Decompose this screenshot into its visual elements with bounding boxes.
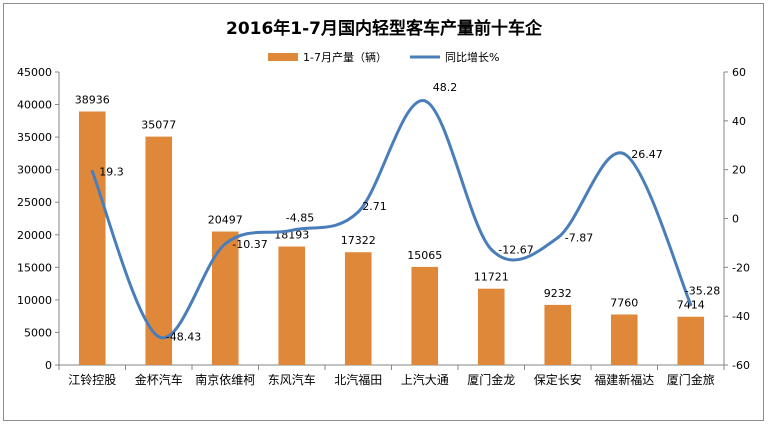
legend: 1-7月产量（辆） 同比增长% [268,50,499,64]
x-category-label: 北汽福田 [334,372,382,387]
bar [344,252,372,365]
bar [78,111,106,366]
left-tick-label: 40000 [17,99,52,112]
right-tick-label: 20 [732,164,746,177]
growth-point [90,169,94,173]
chart-title: 2016年1-7月国内轻型客车产量前十车企 [226,18,543,39]
growth-value-label: -48.43 [166,331,201,344]
bar-value-label: 38936 [75,93,110,106]
growth-value-label: -35.28 [685,285,720,298]
bar-value-label: 17322 [341,234,376,247]
bar [211,231,239,365]
right-y-axis: -60 -40 -20 0 20 40 60 [723,66,750,372]
growth-value-label: -7.87 [565,232,593,245]
legend-bar-label: 1-7月产量（辆） [303,50,387,64]
x-category-label: 上汽大通 [401,372,449,387]
x-axis: 江铃控股 金杯汽车 南京依维柯 东风汽车 北汽福田 上汽大通 厦门金龙 保定长安 福建新福达 厦门… [58,364,725,387]
bar [411,266,439,365]
left-tick-label: 0 [45,359,52,372]
x-category-label: 厦门金龙 [467,372,515,387]
growth-value-label: 19.3 [99,165,124,178]
growth-point [622,152,626,156]
growth-point [423,99,427,103]
growth-value-label: 26.47 [631,148,663,161]
x-category-label: 保定长安 [534,372,582,387]
growth-value-label: -12.67 [498,243,533,256]
bar-value-label: 9232 [544,287,572,300]
x-category-label: 东风汽车 [268,372,316,387]
growth-point [556,236,560,240]
left-tick-label: 20000 [17,229,52,242]
growth-point [157,335,161,339]
growth-point [356,210,360,214]
right-tick-label: 60 [732,66,746,79]
line-data-labels: 19.3 -48.43 -10.37 -4.85 2.71 48.2 -12.67 -7.87… [99,81,720,344]
bar [677,316,705,365]
left-tick-label: 25000 [17,196,52,209]
growth-line-series [90,99,693,340]
legend-bar-swatch [268,53,298,61]
left-tick-label: 5000 [24,326,52,339]
bar [610,314,638,365]
bar-value-label: 20497 [208,214,243,227]
bar-value-label: 15065 [407,249,442,262]
bar-value-label: 11721 [474,271,509,284]
legend-line-label: 同比增长% [445,50,499,64]
bar [477,288,505,365]
bar [544,304,572,365]
bar-series [78,111,705,366]
growth-line [90,99,693,340]
growth-point [489,247,493,251]
growth-value-label: 2.71 [362,200,387,213]
growth-value-label: -4.85 [286,211,314,224]
right-tick-label: -20 [732,261,750,274]
right-tick-label: -60 [732,359,750,372]
right-tick-label: 40 [732,115,746,128]
left-tick-label: 15000 [17,261,52,274]
x-category-label: 金杯汽车 [135,372,183,387]
growth-point [223,242,227,246]
left-tick-label: 35000 [17,131,52,144]
bar [278,246,306,365]
left-tick-label: 10000 [17,294,52,307]
x-category-label: 福建新福达 [594,372,654,387]
growth-value-label: -10.37 [232,238,267,251]
right-tick-label: 0 [732,213,739,226]
left-tick-label: 30000 [17,164,52,177]
growth-point [290,228,294,232]
growth-point [689,303,693,307]
left-tick-label: 45000 [17,66,52,79]
left-y-axis: 0 5000 10000 15000 20000 25000 30000 35000 40000… [17,66,60,372]
x-category-label: 江铃控股 [68,372,116,387]
x-category-label: 南京依维柯 [195,372,255,387]
right-tick-label: -40 [732,310,750,323]
bar-value-label: 35077 [141,119,176,132]
bar-value-label: 7760 [610,296,638,309]
x-category-label: 厦门金旅 [667,372,715,387]
growth-value-label: 48.2 [433,81,458,94]
